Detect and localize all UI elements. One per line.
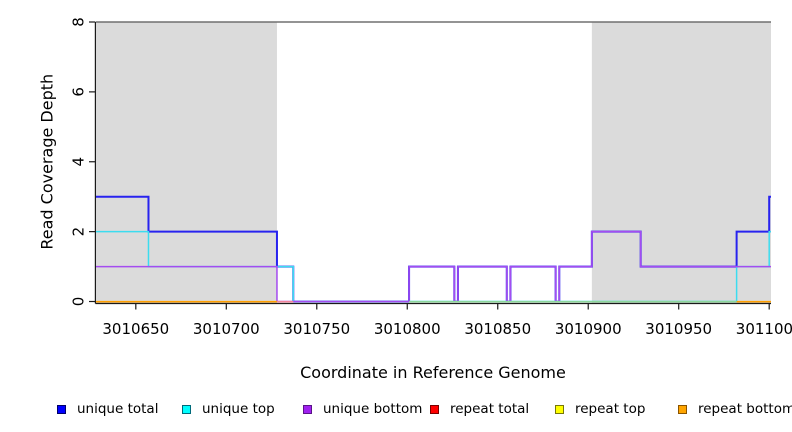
legend-label: repeat top bbox=[575, 401, 646, 417]
legend-swatch-repeat-bottom bbox=[678, 404, 687, 414]
legend-item-repeat-bottom: repeat bottom bbox=[678, 398, 792, 420]
legend-label: unique top bbox=[202, 401, 275, 417]
legend-label: unique total bbox=[77, 401, 159, 417]
x-tick-label: 3010700 bbox=[193, 320, 260, 338]
legend-label: unique bottom bbox=[323, 401, 423, 417]
legend-swatch-repeat-total bbox=[430, 404, 439, 414]
plot-legend: unique total unique top unique bottom repea… bbox=[0, 398, 792, 422]
y-tick-label: 0 bbox=[69, 297, 87, 307]
y-tick-label: 6 bbox=[69, 87, 87, 97]
legend-item-unique-top: unique top bbox=[182, 398, 275, 420]
legend-label: repeat bottom bbox=[698, 401, 792, 417]
legend-item-repeat-total: repeat total bbox=[430, 398, 529, 420]
y-tick-label: 2 bbox=[69, 227, 87, 237]
y-tick-label: 4 bbox=[69, 157, 87, 167]
legend-item-unique-total: unique total bbox=[57, 398, 158, 420]
y-tick-label: 8 bbox=[69, 17, 87, 27]
x-tick-label: 3010900 bbox=[555, 320, 622, 338]
x-tick-label: 3010950 bbox=[645, 320, 712, 338]
legend-item-repeat-top: repeat top bbox=[555, 398, 645, 420]
legend-label: repeat total bbox=[450, 401, 530, 417]
axes bbox=[89, 21, 771, 310]
y-axis-title: Read Coverage Depth bbox=[38, 74, 57, 250]
x-tick-label: 3010850 bbox=[464, 320, 531, 338]
repeat-region-1 bbox=[591, 22, 771, 303]
legend-swatch-repeat-top bbox=[555, 404, 564, 414]
x-tick-label: 3010650 bbox=[102, 320, 169, 338]
legend-swatch-unique-bottom bbox=[303, 404, 312, 414]
x-tick-label: 3010800 bbox=[374, 320, 441, 338]
legend-item-unique-bottom: unique bottom bbox=[303, 398, 422, 420]
coverage-plot-svg: 3010650 3010700 3010750 3010800 3010850 30109… bbox=[38, 17, 792, 382]
x-axis-title: Coordinate in Reference Genome bbox=[300, 363, 566, 382]
legend-swatch-unique-total bbox=[57, 404, 66, 414]
repeat-region-0 bbox=[96, 22, 277, 303]
legend-swatch-unique-top bbox=[182, 404, 191, 414]
x-tick-label: 3010750 bbox=[283, 320, 350, 338]
